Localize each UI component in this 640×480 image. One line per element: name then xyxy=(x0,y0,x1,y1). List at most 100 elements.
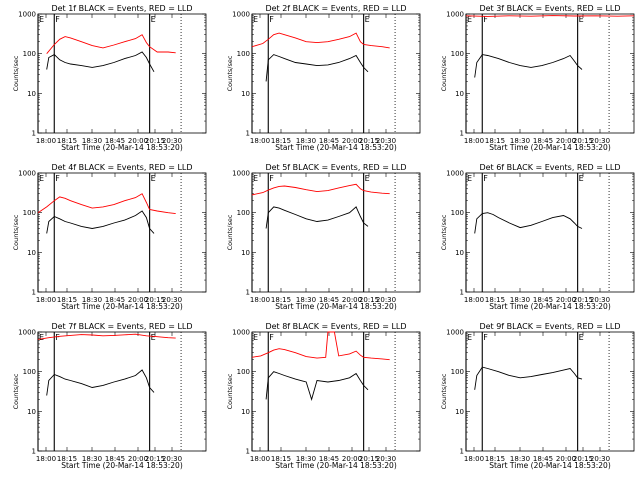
panel-title: Det 1f BLACK = Events, RED = LLD xyxy=(51,4,192,13)
x-axis-label: Start Time (20-Mar-14 18:53:20) xyxy=(61,302,183,311)
panel-1: Det 1f BLACK = Events, RED = LLD 1 10 100 10… xyxy=(12,4,207,152)
x-tick-label: 18:00 xyxy=(250,137,270,145)
x-tick-label: 20:00 xyxy=(342,137,362,145)
x-tick-label: 18:45 xyxy=(105,137,125,145)
x-tick-label: 18:30 xyxy=(82,296,102,304)
marker-label: E xyxy=(151,15,156,24)
series-events-line xyxy=(46,210,155,234)
x-tick-label: 20:00 xyxy=(556,137,576,145)
series-lld-line xyxy=(251,32,390,49)
x-tick-label: 18:30 xyxy=(296,455,316,463)
x-tick-label: 18:15 xyxy=(271,455,291,463)
x-tick-label: 18:30 xyxy=(296,296,316,304)
x-tick-label: 18:45 xyxy=(533,137,553,145)
x-axis-label: Start Time (20-Mar-14 18:53:20) xyxy=(61,143,183,152)
marker-label: E xyxy=(365,15,370,24)
marker-label: E xyxy=(467,15,472,24)
series-events-line xyxy=(46,369,155,396)
series-events-line xyxy=(265,54,369,82)
panel-title: Det 2f BLACK = Events, RED = LLD xyxy=(265,4,406,13)
panel-2: Det 2f BLACK = Events, RED = LLD 1 10 100 10… xyxy=(226,4,421,152)
marker-label: F xyxy=(269,15,274,24)
y-tick-label: 10 xyxy=(241,249,250,257)
marker-label: E xyxy=(39,15,44,24)
x-tick-label: 18:45 xyxy=(319,455,339,463)
x-tick-label: 18:45 xyxy=(533,455,553,463)
marker-label: F xyxy=(269,174,274,183)
y-tick-label: 1 xyxy=(32,130,36,138)
y-axis-label: Counts/sec xyxy=(226,55,234,91)
x-tick-label: 20:30 xyxy=(376,296,396,304)
marker-label: E xyxy=(579,333,584,342)
marker-label: F xyxy=(483,174,488,183)
x-tick-label: 18:15 xyxy=(271,296,291,304)
x-tick-label: 20:15 xyxy=(573,137,593,145)
x-axis-label: Start Time (20-Mar-14 18:53:20) xyxy=(275,461,397,470)
x-tick-label: 18:30 xyxy=(510,455,530,463)
y-tick-label: 1000 xyxy=(232,11,250,19)
panel-title: Det 5f BLACK = Events, RED = LLD xyxy=(265,163,406,172)
marker-label: E xyxy=(151,333,156,342)
x-axis-label: Start Time (20-Mar-14 18:53:20) xyxy=(275,302,397,311)
x-tick-label: 20:15 xyxy=(359,296,379,304)
y-tick-label: 100 xyxy=(451,209,464,217)
panel-title: Det 8f BLACK = Events, RED = LLD xyxy=(265,322,406,331)
marker-label: F xyxy=(55,174,60,183)
series-events-line xyxy=(265,206,369,229)
x-tick-label: 18:00 xyxy=(36,455,56,463)
x-tick-label: 18:15 xyxy=(485,137,505,145)
x-tick-label: 20:30 xyxy=(376,455,396,463)
y-axis-label: Counts/sec xyxy=(440,55,448,91)
x-tick-label: 18:30 xyxy=(510,296,530,304)
panel-5: Det 5f BLACK = Events, RED = LLD 1 10 100 10… xyxy=(226,163,421,311)
panel-6: Det 6f BLACK = Events, RED = LLD 1 10 100 10… xyxy=(440,163,635,311)
marker-label: E xyxy=(467,174,472,183)
x-tick-label: 20:15 xyxy=(359,137,379,145)
series-lld-line xyxy=(46,34,176,54)
y-tick-label: 100 xyxy=(237,368,250,376)
y-tick-label: 1 xyxy=(246,289,250,297)
series-events-line xyxy=(474,54,583,78)
y-axis-label: Counts/sec xyxy=(12,214,20,250)
plot-frame xyxy=(37,331,207,452)
y-tick-label: 1 xyxy=(32,448,36,456)
x-tick-label: 18:15 xyxy=(57,455,77,463)
x-axis-label: Start Time (20-Mar-14 18:53:20) xyxy=(489,143,611,152)
y-tick-label: 1 xyxy=(460,448,464,456)
series-lld-line xyxy=(251,183,390,196)
x-tick-label: 20:30 xyxy=(162,137,182,145)
panel-7: Det 7f BLACK = Events, RED = LLD 1 10 100 10… xyxy=(12,322,207,470)
x-tick-label: 18:30 xyxy=(296,137,316,145)
y-axis-label: Counts/sec xyxy=(226,214,234,250)
x-tick-label: 18:15 xyxy=(57,296,77,304)
y-tick-label: 100 xyxy=(23,209,36,217)
marker-label: E xyxy=(365,174,370,183)
marker-label: E xyxy=(365,333,370,342)
y-tick-label: 10 xyxy=(455,90,464,98)
y-tick-label: 100 xyxy=(23,50,36,58)
panel-8: Det 8f BLACK = Events, RED = LLD 1 10 100 10… xyxy=(226,322,421,470)
plot-frame xyxy=(251,331,421,452)
marker-label: E xyxy=(39,333,44,342)
panel-3: Det 3f BLACK = Events, RED = LLD 1 10 100 10… xyxy=(440,4,635,152)
x-tick-label: 18:00 xyxy=(464,296,484,304)
marker-label: E xyxy=(467,333,472,342)
x-tick-label: 18:00 xyxy=(250,296,270,304)
panel-title: Det 7f BLACK = Events, RED = LLD xyxy=(51,322,192,331)
x-tick-label: 18:15 xyxy=(57,137,77,145)
x-tick-label: 20:00 xyxy=(128,296,148,304)
series-lld-line xyxy=(37,333,176,340)
y-tick-label: 100 xyxy=(237,50,250,58)
y-tick-label: 1 xyxy=(246,130,250,138)
x-axis-label: Start Time (20-Mar-14 18:53:20) xyxy=(275,143,397,152)
x-tick-label: 20:00 xyxy=(556,296,576,304)
marker-label: F xyxy=(55,15,60,24)
x-tick-label: 20:15 xyxy=(145,296,165,304)
x-tick-label: 20:30 xyxy=(590,455,610,463)
plot-frame xyxy=(465,13,635,134)
plot-frame xyxy=(251,172,421,293)
panel-9: Det 9f BLACK = Events, RED = LLD 1 10 100 10… xyxy=(440,322,635,470)
x-tick-label: 18:45 xyxy=(105,455,125,463)
series-events-line xyxy=(46,51,155,73)
